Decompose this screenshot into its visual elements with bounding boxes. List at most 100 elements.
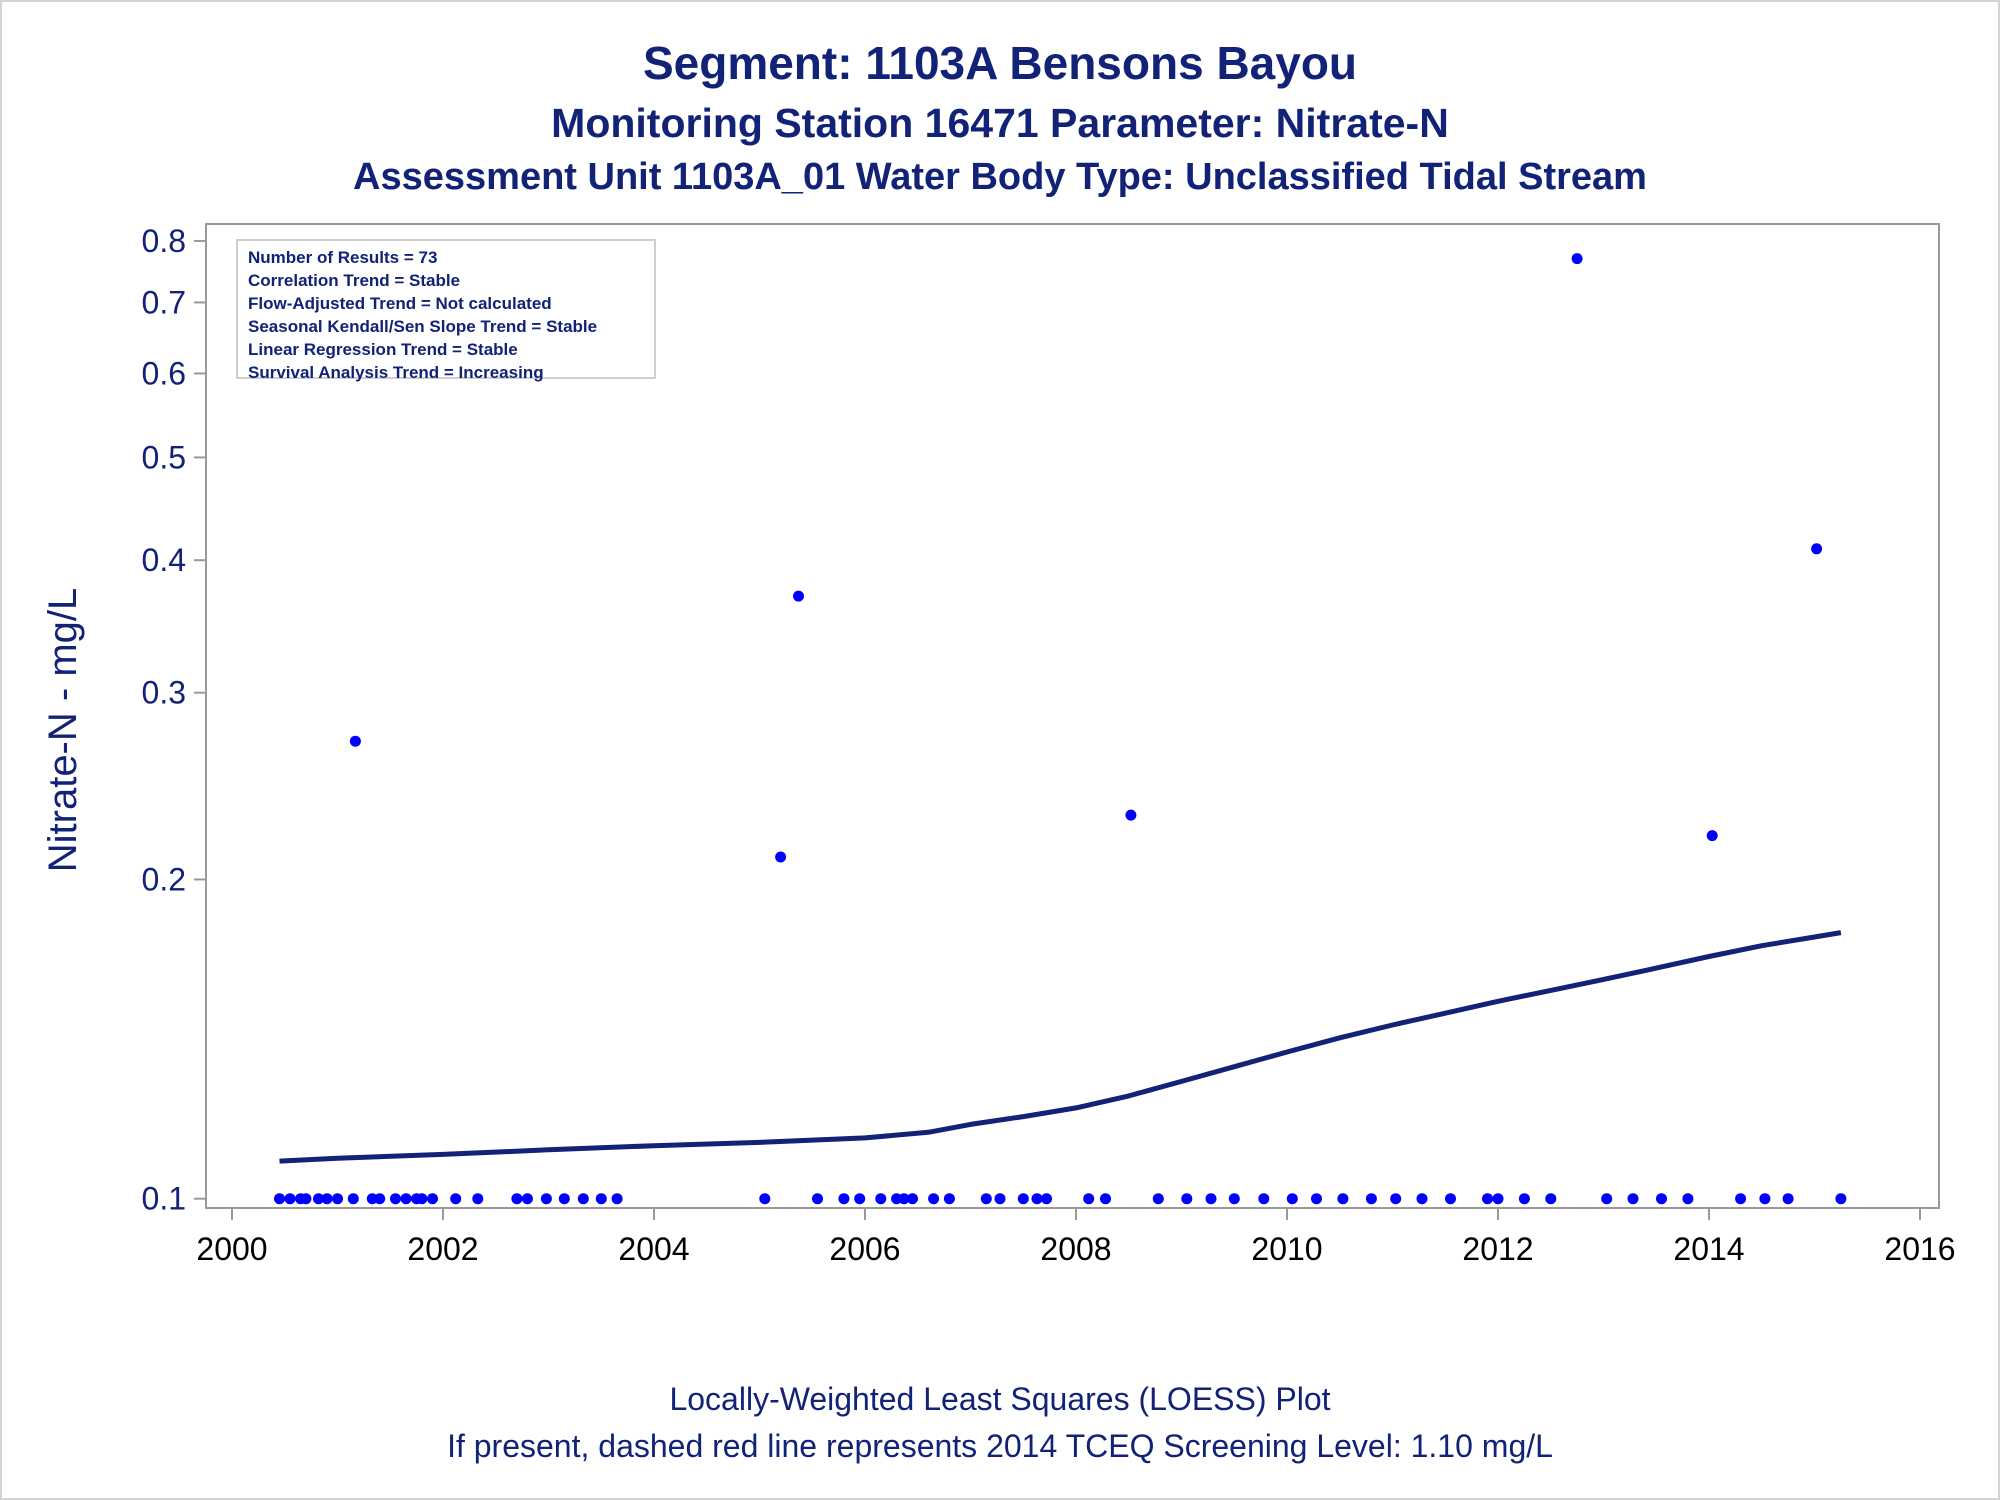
data-point (300, 1193, 312, 1205)
data-point (759, 1193, 771, 1205)
data-point (1286, 1193, 1298, 1205)
data-point (1100, 1193, 1111, 1205)
data-point (1706, 830, 1718, 842)
data-point (1181, 1193, 1193, 1205)
data-point (1545, 1193, 1557, 1205)
data-point (1811, 543, 1823, 555)
data-point (427, 1193, 438, 1205)
y-tick-label: 0.3 (142, 675, 186, 711)
data-point (1835, 1193, 1847, 1205)
data-point (1492, 1193, 1504, 1205)
y-tick-label: 0.7 (142, 284, 186, 320)
data-point (416, 1193, 428, 1205)
data-point (1017, 1193, 1029, 1205)
data-point (1782, 1193, 1794, 1205)
chart-title: Segment: 1103A Bensons Bayou (642, 37, 1358, 89)
data-point (347, 1193, 359, 1205)
trend-info-box: Number of Results = 73 Correlation Trend … (236, 239, 656, 382)
data-point (284, 1193, 296, 1205)
data-point (313, 1193, 324, 1205)
data-point (854, 1193, 866, 1205)
data-point (577, 1193, 589, 1205)
data-point (611, 1193, 623, 1205)
data-point (374, 1193, 386, 1205)
data-point (907, 1193, 918, 1205)
y-axis: 0.1 0.2 0.3 0.4 0.5 0.6 0.7 0.8 (142, 223, 206, 1217)
x-axis: 2000 2002 2004 2006 2008 2010 2012 2014 2016 (196, 1208, 1956, 1267)
data-point (349, 735, 361, 747)
data-point (400, 1193, 412, 1205)
data-point (521, 1193, 533, 1205)
x-tick-label: 2014 (1673, 1231, 1744, 1267)
data-point (793, 590, 804, 602)
x-tick-label: 2008 (1040, 1231, 1111, 1267)
data-point (1482, 1193, 1493, 1205)
data-point (1390, 1193, 1402, 1205)
data-point (1205, 1193, 1217, 1205)
data-point (1759, 1193, 1771, 1205)
data-point (1735, 1193, 1747, 1205)
data-point (321, 1193, 333, 1205)
data-points (274, 253, 1847, 1205)
data-point (994, 1193, 1006, 1205)
y-tick-label: 0.5 (142, 439, 186, 475)
data-point (980, 1193, 992, 1205)
trend-info-line: Correlation Trend = Stable (248, 271, 461, 290)
x-tick-label: 2016 (1884, 1231, 1955, 1267)
x-tick-label: 2002 (407, 1231, 478, 1267)
y-tick-label: 0.4 (142, 542, 186, 578)
trend-info-line: Flow-Adjusted Trend = Not calculated (248, 294, 552, 313)
y-tick-label: 0.6 (142, 355, 186, 391)
chart-subtitle-2: Assessment Unit 1103A_01 Water Body Type… (353, 156, 1647, 198)
trend-info-line: Number of Results = 73 (248, 248, 438, 267)
data-point (1571, 253, 1583, 265)
data-point (390, 1193, 401, 1205)
data-point (1228, 1193, 1240, 1205)
data-point (332, 1193, 343, 1205)
data-point (898, 1193, 910, 1205)
data-point (472, 1193, 484, 1205)
data-point (1337, 1193, 1349, 1205)
data-point (838, 1193, 850, 1205)
data-point (558, 1193, 570, 1205)
y-tick-label: 0.1 (142, 1181, 186, 1217)
data-point (928, 1193, 940, 1205)
data-point (274, 1193, 285, 1205)
data-point (1152, 1193, 1164, 1205)
data-point (1258, 1193, 1270, 1205)
x-tick-label: 2010 (1251, 1231, 1322, 1267)
data-point (450, 1193, 462, 1205)
data-point (511, 1193, 523, 1205)
trend-info-line: Survival Analysis Trend = Increasing (248, 363, 544, 382)
data-point (540, 1193, 552, 1205)
plot-area (205, 223, 1940, 1209)
data-point (1365, 1193, 1377, 1205)
footnote-screening-level: If present, dashed red line represents 2… (447, 1428, 1553, 1464)
data-point (1627, 1193, 1639, 1205)
data-point (875, 1193, 887, 1205)
data-point (1682, 1193, 1694, 1205)
loess-line (279, 930, 1842, 1164)
data-point (1445, 1193, 1456, 1205)
data-point (1031, 1193, 1043, 1205)
x-tick-label: 2006 (829, 1231, 900, 1267)
data-point (595, 1193, 607, 1205)
data-point (943, 1193, 955, 1205)
data-point (812, 1193, 823, 1205)
x-tick-label: 2012 (1462, 1231, 1533, 1267)
data-point (1041, 1193, 1052, 1205)
data-point (1311, 1193, 1322, 1205)
y-tick-label: 0.2 (142, 861, 186, 897)
y-axis-label: Nitrate-N - mg/L (41, 588, 85, 873)
data-point (1518, 1193, 1530, 1205)
data-point (1656, 1193, 1667, 1205)
data-point (1601, 1193, 1613, 1205)
trend-info-line: Seasonal Kendall/Sen Slope Trend = Stabl… (248, 317, 598, 336)
data-point (1125, 809, 1137, 821)
trend-info-line: Linear Regression Trend = Stable (248, 340, 518, 359)
footnote-loess: Locally-Weighted Least Squares (LOESS) P… (669, 1381, 1331, 1417)
data-point (1083, 1193, 1095, 1205)
x-tick-label: 2004 (618, 1231, 689, 1267)
chart-subtitle: Monitoring Station 16471 Parameter: Nitr… (551, 100, 1449, 146)
